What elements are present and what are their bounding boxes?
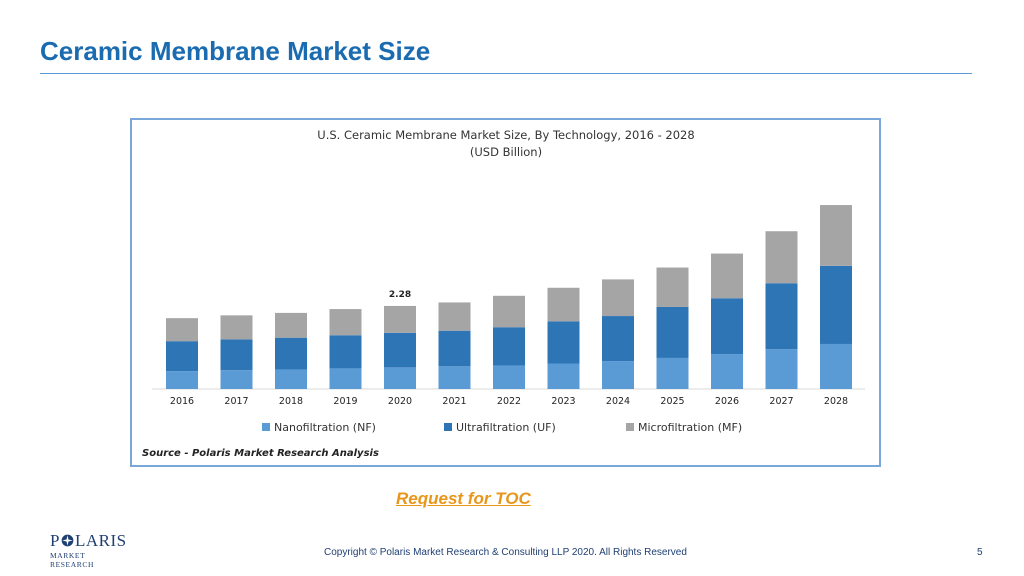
bar-2016-series-1 [166,341,198,372]
slide-title: Ceramic Membrane Market Size [40,36,431,66]
chart-subtitle: (USD Billion) [470,145,542,159]
bar-2019-series-0 [329,368,362,389]
bar-2025-series-2 [656,267,689,307]
x-tick-2020: 2020 [388,396,412,407]
legend-label-2: Microfiltration (MF) [638,421,742,434]
x-tick-2022: 2022 [497,396,521,407]
bar-2017-series-0 [220,370,253,389]
x-tick-2019: 2019 [333,396,357,407]
bar-2028-series-1 [820,265,852,344]
bar-2027-series-1 [765,283,798,350]
x-tick-2023: 2023 [551,396,575,407]
bar-2020-series-0 [384,367,416,389]
bar-2018-series-1 [275,337,307,370]
bar-2025-series-0 [656,357,689,389]
page-number: 5 [977,547,983,558]
request-toc-link[interactable]: Request for TOC [396,489,531,508]
bar-2026-series-1 [711,298,743,355]
bar-2025-series-1 [656,306,689,358]
bar-2019-series-2 [329,309,362,336]
compass-star-icon [61,534,74,547]
x-tick-labels: 2016 2017 2018 2019 2020 2021 2022 2023 2024 2025… [170,396,848,407]
source-note: Source - Polaris Market Research Analysi… [142,448,379,459]
logo-wordmark: LARIS [74,531,127,550]
bar-2021-series-1 [438,330,471,367]
bar-2019-series-1 [329,335,362,369]
chart-frame: U.S. Ceramic Membrane Market Size, By Te… [130,118,881,467]
bar-2017-series-2 [220,315,253,340]
logo-tagline: MARKET RESEARCH [50,551,94,569]
bar-2020-series-1 [384,332,416,368]
chart-title: U.S. Ceramic Membrane Market Size, By Te… [317,128,694,142]
bar-2021-series-0 [438,366,471,389]
bar-2024-series-0 [602,361,634,389]
bar-2016-series-2 [166,318,198,342]
bar-2021-series-2 [438,302,471,331]
legend-label-0: Nanofiltration (NF) [274,421,376,434]
bar-2018-series-2 [275,312,307,338]
bar-2020-series-2 [384,305,416,333]
x-tick-2025: 2025 [660,396,684,407]
bar-2024-series-1 [602,316,634,362]
bar-2023-series-2 [547,287,580,322]
bar-group [166,205,852,389]
legend-swatch-1 [444,423,452,431]
bar-2016-series-0 [166,371,198,389]
polaris-logo: P LARIS MARKET RESEARCH [50,531,130,569]
logo-letter: P [50,531,60,550]
bar-2018-series-0 [275,369,307,389]
x-tick-2028: 2028 [824,396,848,407]
x-tick-2017: 2017 [224,396,248,407]
copyright-notice: Copyright © Polaris Market Research & Co… [324,547,687,558]
bar-2022-series-1 [493,327,525,366]
bar-2022-series-2 [493,295,525,328]
x-tick-2021: 2021 [442,396,466,407]
legend-label-1: Ultrafiltration (UF) [456,421,556,434]
data-labels: 2.28 [389,290,411,300]
bar-2023-series-0 [547,363,580,389]
legend: Nanofiltration (NF) Ultrafiltration (UF) M… [262,421,742,434]
bar-2023-series-1 [547,321,580,364]
x-tick-2024: 2024 [606,396,630,407]
x-tick-2016: 2016 [170,396,194,407]
bar-2017-series-1 [220,339,253,371]
bar-2027-series-0 [765,349,798,389]
bar-2028-series-2 [820,205,852,266]
bar-2028-series-0 [820,343,852,389]
x-tick-2018: 2018 [279,396,303,407]
title-divider [40,73,972,74]
legend-swatch-0 [262,423,270,431]
bar-2026-series-2 [711,253,743,299]
data-label-2020: 2.28 [389,290,411,300]
legend-swatch-2 [626,423,634,431]
bar-2026-series-0 [711,354,743,389]
bar-2022-series-0 [493,365,525,389]
x-tick-2027: 2027 [769,396,793,407]
bar-2024-series-2 [602,279,634,317]
bar-2027-series-2 [765,231,798,284]
x-tick-2026: 2026 [715,396,739,407]
stacked-bar-chart: U.S. Ceramic Membrane Market Size, By Te… [152,128,865,434]
